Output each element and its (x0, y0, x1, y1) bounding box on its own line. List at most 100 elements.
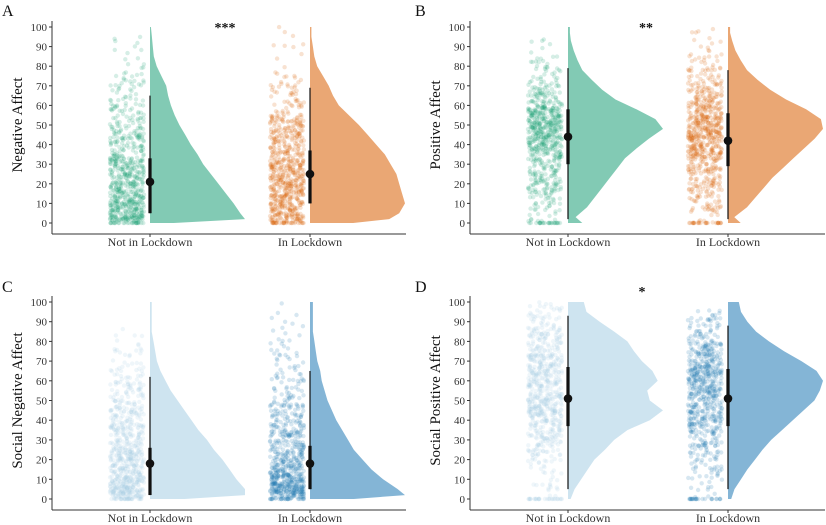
rain-point (287, 125, 292, 131)
rain-point (273, 153, 278, 158)
rain-point (268, 176, 273, 181)
rain-point (277, 209, 283, 215)
rain-point (554, 80, 559, 85)
rain-point (285, 109, 290, 114)
rain-point (546, 158, 551, 163)
rain-point (703, 116, 708, 121)
rain-point (283, 144, 288, 149)
rain-point (709, 103, 714, 109)
rain-point (134, 181, 140, 186)
rain-point (135, 116, 140, 122)
rain-point (126, 118, 132, 124)
rain-point (274, 134, 280, 139)
rain-point (552, 158, 557, 164)
rain-point (297, 112, 303, 118)
rain-point (555, 487, 560, 492)
rain-point (538, 108, 543, 113)
rain-point (711, 182, 716, 187)
rain-points (267, 24, 307, 226)
rain-point (532, 169, 537, 174)
rain-point (123, 375, 129, 380)
rain-point (112, 220, 117, 226)
rain-point (285, 99, 290, 104)
rain-point (277, 142, 282, 148)
rain-point (121, 220, 126, 226)
rain-point (107, 216, 113, 221)
rain-point (124, 436, 130, 442)
rain-point (278, 199, 284, 205)
rain-point (693, 142, 698, 147)
rain-point (685, 133, 691, 138)
rain-point (136, 133, 141, 139)
rain-point (535, 56, 540, 61)
rain-point (139, 135, 145, 140)
rain-point (717, 184, 722, 189)
rain-point (289, 183, 294, 189)
rain-point (115, 430, 121, 435)
rain-point (296, 198, 301, 203)
rain-point (139, 220, 144, 226)
rain-point (297, 218, 303, 224)
rain-point (288, 208, 293, 213)
rain-point (297, 188, 302, 194)
rain-point (693, 183, 698, 189)
rain-point (269, 118, 275, 124)
rain-point (281, 220, 286, 226)
rain-point (119, 186, 124, 191)
rain-point (296, 161, 301, 166)
rain-point (278, 166, 284, 171)
rain-point (124, 173, 129, 178)
rain-point (528, 380, 533, 385)
rain-point (135, 169, 140, 175)
rain-point (711, 150, 716, 155)
rain-point (540, 482, 545, 487)
rain-point (115, 113, 120, 118)
rain-point (123, 208, 128, 214)
rain-point (703, 114, 708, 120)
rain-point (269, 442, 274, 447)
rain-point (119, 146, 125, 151)
rain-point (136, 163, 141, 168)
rain-point (139, 177, 144, 182)
rain-point (273, 190, 278, 195)
rain-point (552, 220, 557, 226)
rain-point (553, 220, 558, 226)
rain-point (135, 215, 140, 220)
rain-point (269, 166, 275, 171)
rain-point (714, 116, 719, 121)
rain-point (108, 382, 113, 387)
rain-point (137, 201, 142, 206)
rain-point (273, 197, 278, 202)
rain-point (532, 85, 537, 90)
rain-point (536, 133, 541, 138)
rain-point (274, 220, 279, 226)
rain-point (110, 457, 116, 463)
rain-point (532, 162, 538, 167)
rain-point (286, 125, 291, 130)
rain-point (539, 383, 544, 389)
rain-point (277, 148, 282, 153)
rain-point (538, 161, 543, 166)
rain-point (696, 85, 701, 90)
rain-point (287, 145, 293, 150)
rain-point (119, 81, 124, 86)
rain-point (123, 496, 128, 502)
rain-point (537, 114, 542, 120)
rain-point (540, 351, 546, 357)
rain-point (544, 205, 550, 210)
rain-point (284, 220, 289, 225)
rain-point (276, 169, 281, 174)
rain-point (709, 189, 715, 195)
rain-point (541, 107, 546, 113)
rain-point (534, 86, 539, 91)
rain-point (270, 115, 275, 120)
rain-point (555, 106, 560, 112)
rain-point (542, 496, 548, 502)
rain-point (293, 211, 298, 216)
rain-point (117, 216, 122, 222)
rain-point (119, 394, 125, 400)
rain-point (551, 135, 557, 140)
rain-point (553, 77, 559, 83)
rain-point (132, 218, 137, 224)
rain-point (273, 161, 278, 166)
